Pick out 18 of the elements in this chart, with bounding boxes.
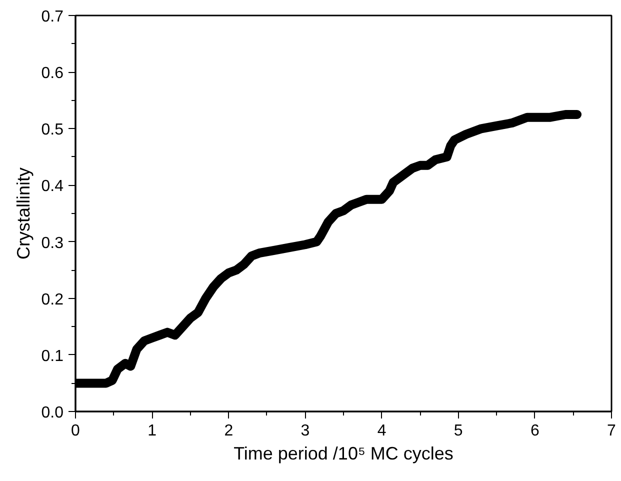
x-tick-label: 2 [224, 422, 234, 440]
y-tick-label: 0.6 [41, 65, 64, 82]
y-tick-label: 0.2 [41, 291, 64, 308]
x-tick-label: 5 [454, 422, 463, 440]
y-tick-label: 0.3 [41, 234, 64, 252]
x-tick-label: 7 [607, 422, 616, 440]
x-tick-label: 1 [148, 422, 157, 440]
x-tick-label: 6 [530, 422, 540, 440]
x-tick-label: 3 [300, 422, 310, 440]
y-tick-label: 0.1 [41, 348, 64, 365]
y-axis-title: Crystallinity [13, 167, 34, 260]
y-tick-label: 0.5 [41, 122, 64, 139]
x-tick-label: 4 [377, 422, 386, 440]
x-axis-title: Time period /10⁵ MC cycles [234, 444, 454, 464]
y-tick-label: 0.0 [41, 404, 64, 422]
y-tick-label: 0.4 [41, 178, 64, 196]
x-tick-label: 0 [71, 422, 80, 440]
y-tick-label: 0.7 [41, 8, 64, 26]
